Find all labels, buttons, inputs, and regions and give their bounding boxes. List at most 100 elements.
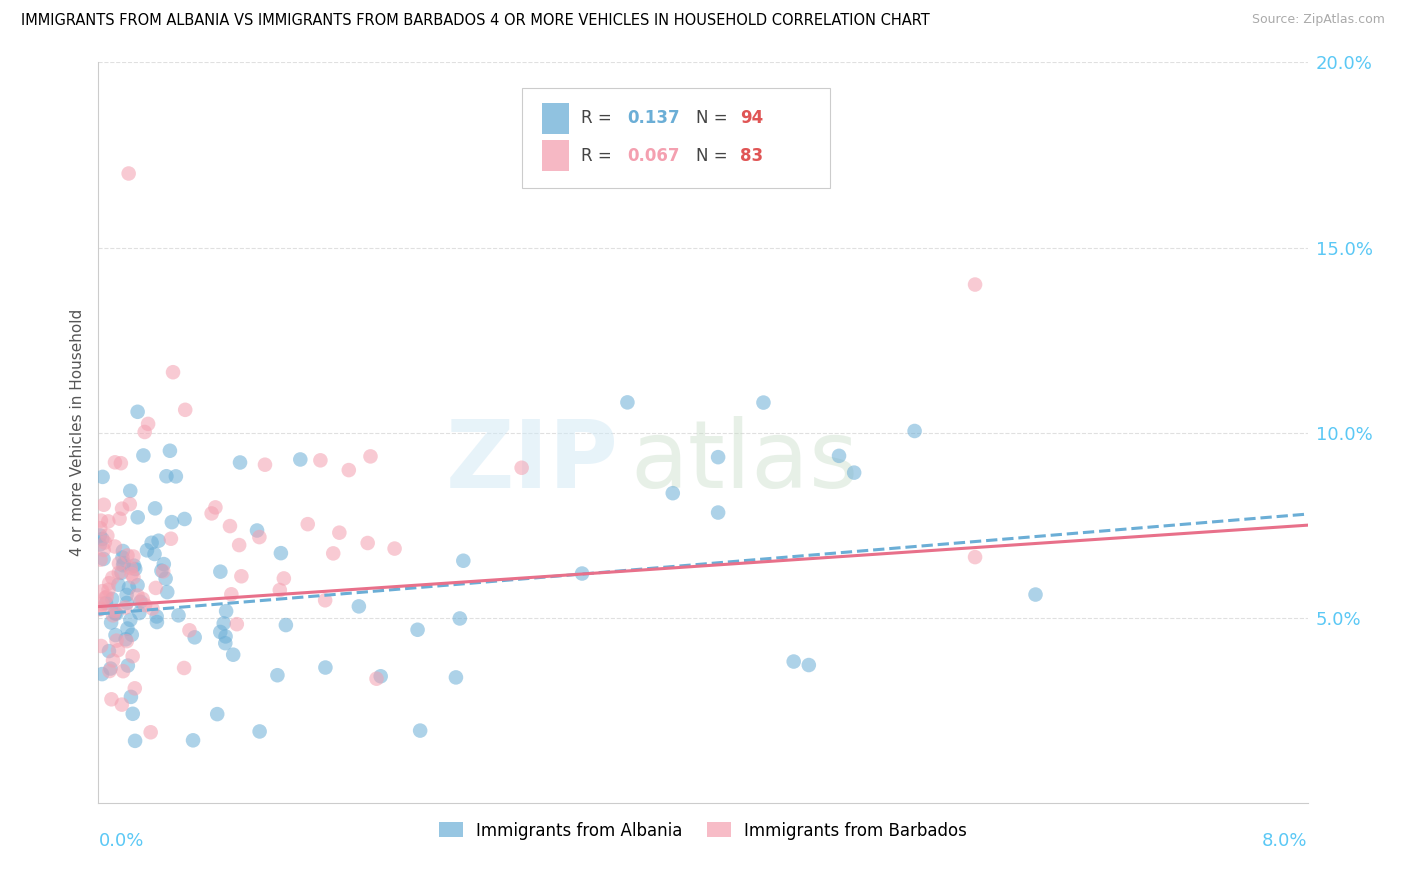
Point xyxy=(136,417,159,431)
Point xyxy=(93,542,115,557)
Point xyxy=(127,589,149,603)
Point xyxy=(270,546,292,560)
Point xyxy=(214,636,236,650)
Point xyxy=(661,486,683,500)
Point xyxy=(337,463,360,477)
Point xyxy=(96,529,118,543)
Point xyxy=(222,648,245,662)
Point xyxy=(322,546,344,560)
Point xyxy=(360,450,382,464)
Point xyxy=(707,450,730,465)
Point xyxy=(97,515,120,529)
Point xyxy=(828,449,851,463)
Text: R =: R = xyxy=(581,109,617,127)
Point xyxy=(201,507,224,521)
Point xyxy=(128,606,150,620)
Point xyxy=(444,670,467,684)
Point xyxy=(98,664,121,678)
Point xyxy=(148,533,170,548)
Point xyxy=(91,532,114,546)
Point xyxy=(965,277,987,292)
Point xyxy=(409,723,432,738)
Point xyxy=(290,452,312,467)
Point xyxy=(904,424,927,438)
Point xyxy=(366,672,388,686)
Point xyxy=(165,469,187,483)
Point xyxy=(114,632,136,647)
Point xyxy=(122,570,145,584)
Point xyxy=(156,585,179,599)
Point xyxy=(121,706,143,721)
Point xyxy=(571,566,593,581)
Point xyxy=(229,455,252,469)
Point xyxy=(143,547,166,561)
Point xyxy=(94,535,117,549)
Point xyxy=(127,578,149,592)
Point xyxy=(141,535,163,549)
Text: N =: N = xyxy=(696,147,733,165)
Point xyxy=(93,552,115,566)
Point xyxy=(782,655,804,669)
Point xyxy=(145,581,167,595)
Point xyxy=(209,625,232,640)
Point xyxy=(118,497,141,511)
FancyBboxPatch shape xyxy=(543,103,569,135)
Text: ZIP: ZIP xyxy=(446,417,619,508)
Point xyxy=(111,501,134,516)
Point xyxy=(91,597,114,611)
Point xyxy=(143,501,166,516)
Point xyxy=(93,498,115,512)
Point xyxy=(122,549,145,564)
Point xyxy=(100,615,122,630)
Point xyxy=(449,611,471,625)
Point xyxy=(107,643,129,657)
Point xyxy=(91,470,114,484)
Point xyxy=(266,668,288,682)
Point xyxy=(246,524,269,538)
Point xyxy=(90,552,112,566)
Point xyxy=(357,536,380,550)
Point xyxy=(118,166,141,180)
Point xyxy=(247,530,270,544)
Text: 0.067: 0.067 xyxy=(627,147,679,165)
Point xyxy=(225,617,247,632)
Point xyxy=(110,456,132,470)
Point xyxy=(97,582,120,597)
Point xyxy=(91,667,114,681)
Point xyxy=(314,593,336,607)
Point xyxy=(117,622,139,636)
Point xyxy=(134,598,156,612)
Point xyxy=(173,512,195,526)
Point xyxy=(129,595,152,609)
Point xyxy=(122,558,145,573)
Point xyxy=(115,588,138,602)
Point xyxy=(160,515,183,529)
Point xyxy=(101,571,124,585)
Point xyxy=(94,591,117,605)
Point xyxy=(124,734,146,748)
Point xyxy=(112,558,135,573)
Point xyxy=(370,669,392,683)
Text: N =: N = xyxy=(696,109,733,127)
Point xyxy=(209,565,232,579)
Point xyxy=(205,707,228,722)
Point xyxy=(120,613,142,627)
Point xyxy=(121,649,143,664)
Point xyxy=(136,543,159,558)
Point xyxy=(111,544,134,558)
Legend: Immigrants from Albania, Immigrants from Barbados: Immigrants from Albania, Immigrants from… xyxy=(433,815,973,847)
Point xyxy=(134,425,156,439)
Point xyxy=(510,460,533,475)
Point xyxy=(121,567,143,582)
Point xyxy=(219,519,242,533)
Point xyxy=(100,662,122,676)
Point xyxy=(173,661,195,675)
Text: 83: 83 xyxy=(741,147,763,165)
Point xyxy=(347,599,370,614)
Point xyxy=(616,395,638,409)
Point xyxy=(101,592,124,607)
Point xyxy=(797,658,820,673)
Point xyxy=(159,443,181,458)
Point xyxy=(183,630,205,644)
Point xyxy=(89,528,111,542)
